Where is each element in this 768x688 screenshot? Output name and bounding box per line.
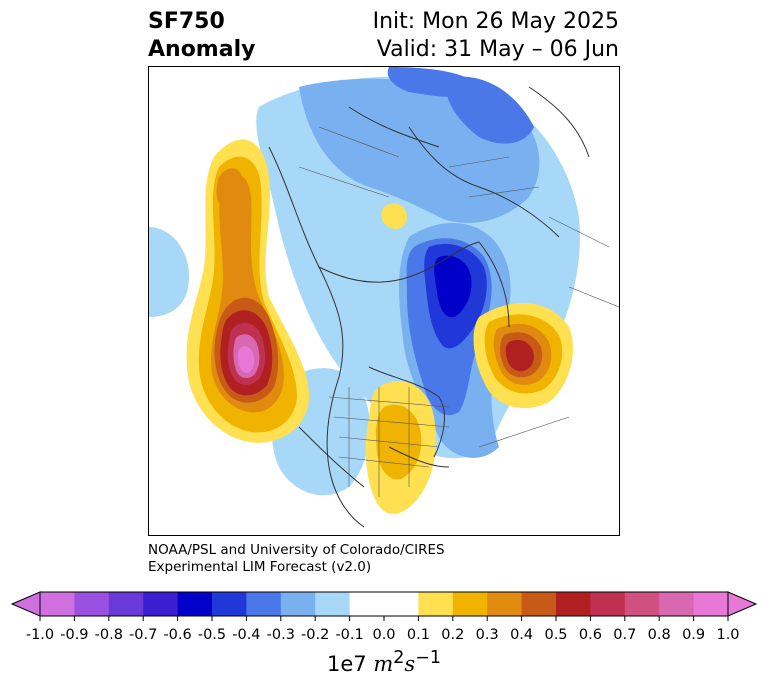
colorbar-unit-label: 1e7 m2s−1 <box>327 648 441 676</box>
colorbar-tick-label: 0.5 <box>544 627 568 643</box>
valid-dates: Valid: 31 May – 06 Jun <box>376 37 619 62</box>
unit-m: m <box>373 652 394 676</box>
coastlines <box>268 86 590 528</box>
colorbar-tick-label: 0.1 <box>406 627 430 643</box>
colorbar-tick-label: -0.2 <box>301 627 330 643</box>
pacific-positive-peak <box>238 346 255 373</box>
colorbar-tick-label: 0.4 <box>510 627 534 643</box>
colorbar-tick-label: 0.9 <box>682 627 706 643</box>
credit-block: NOAA/PSL and University of Colorado/CIRE… <box>148 542 445 576</box>
colorbar-swatch <box>315 592 351 616</box>
colorbar-swatch <box>452 592 488 616</box>
colorbar-swatch <box>693 592 729 616</box>
colorbar-swatch <box>212 592 247 616</box>
colorbar-swatch <box>624 592 660 616</box>
colorbar-tick-label: -0.5 <box>197 627 227 643</box>
colorbar-swatch <box>349 592 385 616</box>
borders <box>298 126 619 497</box>
colorbar-swatch <box>177 592 213 616</box>
colorbar-swatch <box>418 592 454 616</box>
colorbar-tick-label: 0.8 <box>647 627 671 643</box>
colorbar-tick-label: -0.4 <box>232 627 261 643</box>
colorbar-tick-label: 0.2 <box>441 627 465 643</box>
credit-line-2: Experimental LIM Forecast (v2.0) <box>148 559 372 575</box>
unit-s: s <box>404 652 416 676</box>
colorbar-tick-label: 0.6 <box>578 627 602 643</box>
colorbar-tick-label: -1.0 <box>25 627 55 643</box>
anomaly-map <box>148 66 620 536</box>
title-block-right: Init: Mon 26 May 2025 Valid: 31 May – 06… <box>373 8 619 64</box>
colorbar-tick-label: 1.0 <box>716 627 740 643</box>
top-negative-band-core <box>387 67 479 97</box>
kara-negative-peak <box>434 255 472 318</box>
colorbar-tick-label: 0.3 <box>475 627 499 643</box>
anomaly-subtitle: Anomaly <box>148 37 256 62</box>
credit-line-1: NOAA/PSL and University of Colorado/CIRE… <box>148 542 445 558</box>
colorbar-swatch <box>74 592 110 616</box>
colorbar-tick-label: -0.8 <box>94 627 123 643</box>
colorbar-swatch <box>590 592 626 616</box>
colorbar <box>10 591 758 621</box>
map-svg <box>149 67 619 528</box>
colorbar-swatch <box>108 592 144 616</box>
colorbar-swatch <box>280 592 316 616</box>
colorbar-swatch <box>246 592 282 616</box>
variable-title: SF750 <box>148 9 225 34</box>
colorbar-swatch <box>659 592 695 616</box>
europe-positive-peak <box>505 339 534 372</box>
colorbar-swatch <box>521 592 557 616</box>
colorbar-tick-label: -0.6 <box>163 627 192 643</box>
colorbar-swatch <box>384 592 419 616</box>
arctic-small-positive <box>381 203 407 229</box>
arctic-negative-fill-3 <box>149 227 189 317</box>
colorbar-swatch <box>143 592 179 616</box>
colorbar-tick-label: 0.0 <box>372 627 396 643</box>
unit-exp-2: −1 <box>415 648 441 668</box>
unit-multiplier: 1e7 <box>327 652 367 676</box>
colorbar-swatch <box>487 592 523 616</box>
colorbar-tick-label: -0.9 <box>60 627 89 643</box>
colorbar-tick-label: 0.7 <box>613 627 637 643</box>
colorbar-extend-max <box>727 591 758 617</box>
init-date: Init: Mon 26 May 2025 <box>372 9 619 34</box>
colorbar-extend-min <box>10 591 41 617</box>
pacific-upper-core <box>216 168 244 210</box>
colorbar-swatch <box>556 592 591 616</box>
colorbar-tick-label: -0.3 <box>266 627 295 643</box>
colorbar-swatch <box>40 592 75 616</box>
unit-exp-1: 2 <box>393 648 405 668</box>
colorbar-tick-label: -0.7 <box>129 627 158 643</box>
colorbar-tick-label: -0.1 <box>335 627 364 643</box>
title-block-left: SF750 Anomaly <box>148 8 255 64</box>
